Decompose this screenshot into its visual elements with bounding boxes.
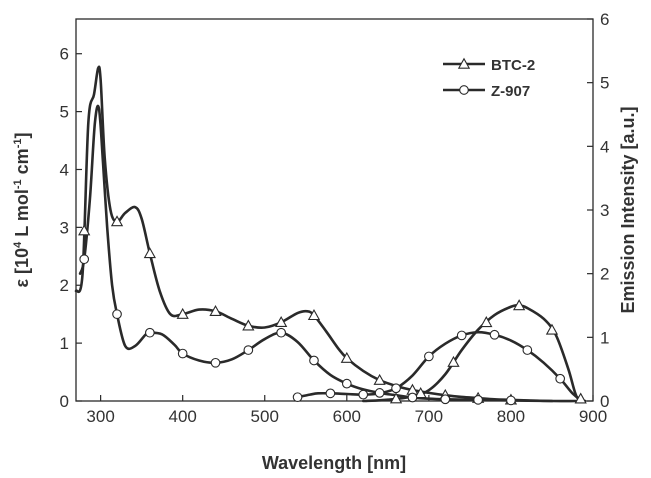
- x-tick-label: 800: [497, 407, 525, 426]
- btc2-emission-marker: [545, 323, 559, 335]
- y-right-tick-label: 0: [600, 392, 609, 411]
- y-left-part-4: ]: [12, 133, 32, 139]
- legend-btc2-marker: [457, 57, 471, 69]
- btc2-absorption-marker: [110, 215, 124, 227]
- btc2-emission-marker: [574, 392, 587, 404]
- legend-btc2-label: BTC-2: [491, 57, 535, 74]
- btc2-emission-marker: [513, 299, 526, 311]
- y-left-tick-label: 2: [60, 276, 69, 295]
- btc2-emission-marker: [414, 387, 427, 399]
- legend-z907-label: Z-907: [491, 83, 530, 100]
- z907-absorption-marker: [440, 394, 451, 405]
- z907-emission-marker: [358, 389, 369, 400]
- z907-emission-marker: [522, 345, 533, 355]
- btc2-emission-marker: [447, 355, 460, 367]
- btc2-absorption-marker: [78, 224, 91, 236]
- z907-absorption-marker: [112, 309, 122, 320]
- x-tick-label: 500: [251, 407, 279, 426]
- y-left-part-1: ε [10: [12, 248, 32, 288]
- x-tick-label: 300: [86, 407, 114, 426]
- z907-emission-marker: [555, 373, 566, 384]
- z907-absorption-marker: [177, 348, 188, 359]
- btc2-absorption-marker: [176, 307, 189, 319]
- z907-absorption-marker: [79, 254, 90, 265]
- y-right-tick-label: 4: [600, 137, 609, 156]
- series-group: [74, 65, 587, 403]
- btc2-absorption-marker: [143, 247, 156, 259]
- y-left-tick-label: 1: [60, 334, 69, 353]
- z907-emission-marker: [325, 388, 336, 399]
- z907-emission-marker: [489, 329, 500, 340]
- y-left-tick-label: 0: [60, 392, 69, 411]
- z907-absorption-marker: [243, 345, 254, 355]
- y-left-sup-2: -1: [12, 179, 24, 189]
- z907-emission-marker: [424, 351, 434, 362]
- btc2-absorption-line: [74, 65, 587, 403]
- y-left-tick-label: 4: [60, 160, 69, 179]
- x-axis-title: Wavelength [nm]: [262, 453, 406, 473]
- markers-group: [78, 215, 587, 406]
- y-left-sup-3: -1: [12, 139, 24, 149]
- z907-emission-line: [296, 330, 587, 403]
- y-right-tick-label: 2: [600, 265, 609, 284]
- btc2-absorption-marker: [242, 319, 255, 331]
- z907-absorption-marker: [309, 355, 319, 366]
- btc2-absorption-marker: [340, 351, 353, 363]
- z907-emission-marker: [292, 392, 303, 403]
- y-axis-title-right: Emission Intensity [a.u.]: [618, 106, 638, 313]
- x-tick-label: 400: [168, 407, 196, 426]
- btc2-emission-marker: [389, 392, 403, 404]
- z907-absorption-marker: [210, 357, 221, 368]
- z907-absorption-marker: [506, 395, 516, 406]
- z907-absorption-marker: [145, 327, 155, 338]
- btc2-absorption-marker: [307, 309, 321, 321]
- btc2-emission-marker: [480, 316, 493, 328]
- btc2-absorption-marker: [373, 373, 386, 385]
- btc2-absorption-marker: [209, 304, 222, 316]
- y-left-tick-label: 3: [60, 218, 69, 237]
- y-left-tick-label: 5: [60, 103, 69, 122]
- y-right-tick-label: 1: [600, 328, 609, 347]
- y-left-sup-1: 4: [12, 241, 24, 248]
- y-left-part-2: L mol: [12, 189, 32, 242]
- y-right-tick-label: 6: [600, 10, 609, 29]
- z907-emission-marker: [391, 383, 401, 394]
- y-axis-title-left: ε [104 L mol-1 cm-1]: [12, 133, 32, 288]
- btc2-absorption-marker: [275, 315, 288, 327]
- y-right-tick-label: 5: [600, 74, 609, 93]
- y-right-tick-label: 3: [600, 201, 609, 220]
- y-left-tick-label: 6: [60, 45, 69, 64]
- legend: BTC-2 Z-907: [443, 57, 535, 100]
- legend-z907-marker: [459, 85, 469, 95]
- z907-absorption-marker: [473, 394, 483, 405]
- y-left-part-3: cm: [12, 148, 32, 179]
- z907-absorption-marker: [374, 388, 385, 398]
- z907-absorption-marker: [407, 392, 418, 403]
- x-tick-label: 700: [415, 407, 443, 426]
- z907-emission-marker: [456, 330, 467, 341]
- z907-absorption-marker: [341, 378, 352, 389]
- x-tick-label: 600: [333, 407, 361, 426]
- z907-absorption-marker: [276, 327, 287, 338]
- x-tick-label: 900: [579, 407, 607, 426]
